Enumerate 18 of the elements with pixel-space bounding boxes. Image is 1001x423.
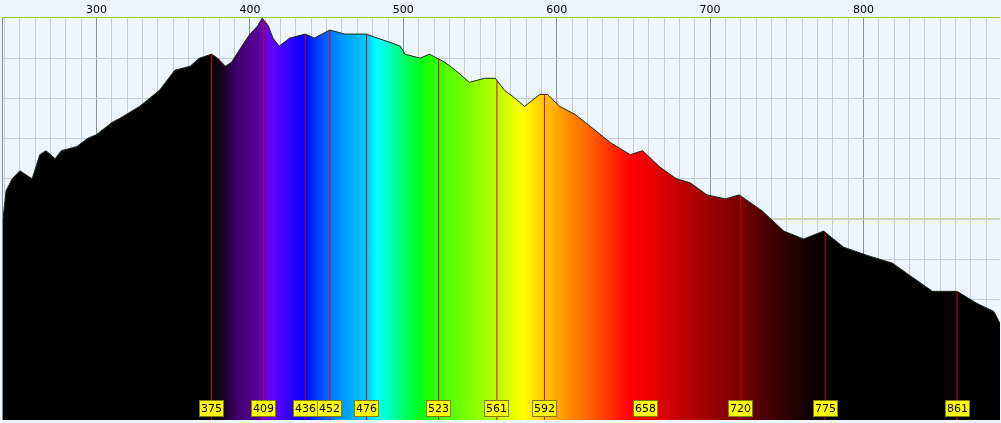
ref-line-label: 523 [428, 402, 449, 415]
x-tick-label: 800 [852, 2, 874, 16]
ref-line-label: 375 [201, 402, 222, 415]
ref-line-label: 409 [253, 402, 274, 415]
ref-line-label: 476 [356, 402, 377, 415]
x-tick-label: 300 [86, 2, 108, 16]
ref-line-label: 592 [534, 402, 555, 415]
ref-line-label: 452 [319, 402, 340, 415]
ref-line-label: 436 [295, 402, 316, 415]
x-tick-label: 400 [239, 2, 261, 16]
ref-line-label: 561 [486, 402, 507, 415]
ref-line-label: 861 [947, 402, 968, 415]
ref-line-label: 775 [815, 402, 836, 415]
x-tick-label: 600 [546, 2, 568, 16]
ref-line-label: 658 [635, 402, 656, 415]
x-tick-label: 700 [699, 2, 721, 16]
x-tick-label: 500 [392, 2, 414, 16]
ref-line-label: 720 [730, 402, 751, 415]
